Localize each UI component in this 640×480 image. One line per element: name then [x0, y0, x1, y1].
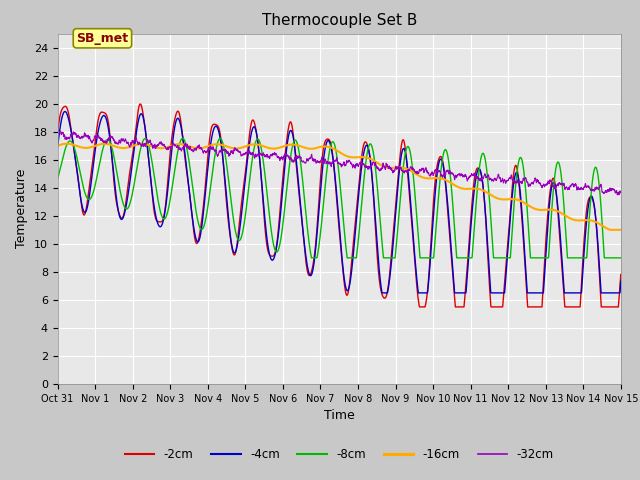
-4cm	[617, 278, 625, 284]
-16cm	[606, 227, 614, 233]
Line: -16cm: -16cm	[58, 144, 621, 230]
-8cm	[617, 255, 625, 261]
-2cm	[415, 304, 423, 310]
-8cm	[152, 180, 159, 186]
-16cm	[152, 144, 159, 150]
-4cm	[118, 216, 126, 222]
-8cm	[294, 144, 302, 150]
-32cm	[54, 129, 61, 134]
-2cm	[54, 131, 61, 136]
Legend: -2cm, -4cm, -8cm, -16cm, -32cm: -2cm, -4cm, -8cm, -16cm, -32cm	[120, 443, 559, 466]
Y-axis label: Temperature: Temperature	[15, 169, 28, 249]
-16cm	[118, 145, 126, 151]
-8cm	[545, 241, 553, 247]
-16cm	[63, 141, 71, 146]
Line: -2cm: -2cm	[58, 104, 621, 307]
-4cm	[294, 177, 302, 182]
-4cm	[61, 108, 68, 114]
Line: -8cm: -8cm	[58, 138, 621, 258]
-4cm	[606, 290, 614, 296]
-2cm	[136, 101, 144, 107]
-16cm	[617, 227, 625, 233]
-4cm	[545, 202, 553, 207]
Title: Thermocouple Set B: Thermocouple Set B	[262, 13, 417, 28]
Line: -32cm: -32cm	[58, 130, 621, 195]
-8cm	[606, 255, 614, 261]
-32cm	[270, 152, 278, 157]
-4cm	[152, 211, 159, 217]
-16cm	[606, 227, 614, 233]
-16cm	[270, 146, 278, 152]
-4cm	[378, 290, 386, 296]
X-axis label: Time: Time	[324, 409, 355, 422]
-32cm	[54, 127, 62, 133]
Text: SB_met: SB_met	[76, 32, 129, 45]
-4cm	[270, 256, 278, 262]
-8cm	[270, 242, 278, 248]
-32cm	[545, 180, 553, 186]
-2cm	[545, 194, 553, 200]
Line: -4cm: -4cm	[58, 111, 621, 293]
-8cm	[179, 135, 186, 141]
-32cm	[606, 185, 614, 191]
-2cm	[294, 183, 302, 189]
-2cm	[152, 215, 159, 220]
-32cm	[152, 144, 159, 150]
-16cm	[54, 143, 61, 149]
-4cm	[54, 144, 61, 150]
-32cm	[617, 190, 625, 196]
-32cm	[294, 153, 302, 159]
-2cm	[617, 272, 625, 277]
-2cm	[606, 304, 614, 310]
-8cm	[118, 196, 125, 202]
-2cm	[118, 215, 125, 221]
-32cm	[118, 138, 126, 144]
-8cm	[308, 255, 316, 261]
-32cm	[614, 192, 621, 198]
-16cm	[545, 207, 553, 213]
-16cm	[294, 143, 302, 148]
-8cm	[54, 176, 61, 182]
-2cm	[270, 252, 278, 258]
